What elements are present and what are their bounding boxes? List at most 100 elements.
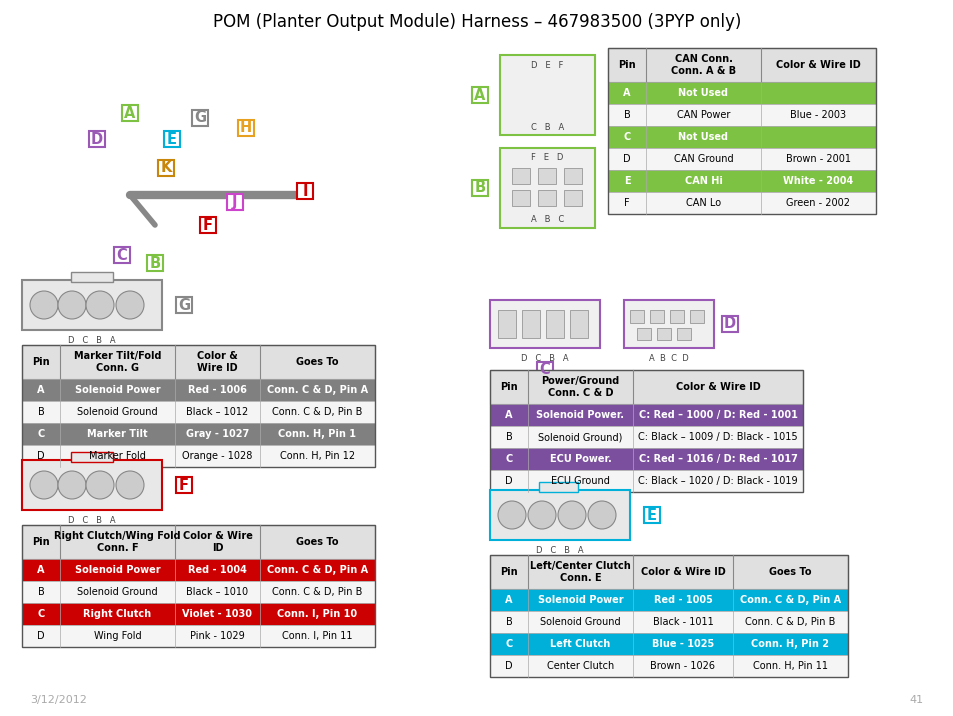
Bar [537, 362, 552, 378]
Bar [538, 482, 578, 492]
Circle shape [58, 291, 86, 319]
Text: D   C   B   A: D C B A [536, 546, 583, 555]
Text: 3/12/2012: 3/12/2012 [30, 695, 87, 705]
Text: A: A [474, 87, 485, 102]
Circle shape [86, 291, 113, 319]
Bar [649, 310, 663, 323]
Text: D   C   B   A: D C B A [520, 354, 568, 363]
Text: B: B [505, 617, 512, 627]
Circle shape [527, 501, 556, 529]
Bar [490, 448, 802, 470]
Text: D: D [723, 316, 736, 332]
Bar [490, 589, 847, 611]
Text: ECU Ground: ECU Ground [551, 476, 609, 486]
Text: Solenoid Power: Solenoid Power [537, 595, 622, 605]
Text: CAN Power: CAN Power [676, 110, 729, 120]
Text: Pink - 1029: Pink - 1029 [190, 631, 245, 641]
Text: C: C [505, 639, 512, 649]
Bar [22, 625, 375, 647]
Bar [569, 310, 587, 338]
Bar [490, 633, 847, 655]
Bar [537, 190, 556, 206]
Bar [22, 445, 375, 467]
Text: Blue - 2003: Blue - 2003 [790, 110, 845, 120]
Bar [499, 55, 595, 135]
Bar [22, 345, 375, 379]
Text: Conn. C & D, Pin A: Conn. C & D, Pin A [267, 565, 368, 575]
Bar [71, 452, 112, 462]
Text: C: Red – 1016 / D: Red - 1017: C: Red – 1016 / D: Red - 1017 [638, 454, 797, 464]
Text: Conn. H, Pin 2: Conn. H, Pin 2 [751, 639, 828, 649]
Text: Left Clutch: Left Clutch [550, 639, 610, 649]
Bar [472, 87, 487, 102]
Text: D: D [91, 132, 103, 147]
Text: Color & Wire ID: Color & Wire ID [675, 382, 760, 392]
Text: Goes To: Goes To [296, 537, 338, 547]
Bar [607, 148, 875, 170]
Text: Pin: Pin [499, 382, 517, 392]
Text: C: C [622, 132, 630, 142]
Bar [490, 426, 802, 448]
Bar [297, 183, 313, 199]
Text: C: C [37, 429, 45, 439]
Circle shape [558, 501, 585, 529]
Bar [537, 168, 556, 184]
Bar [176, 297, 192, 313]
Text: CAN Ground: CAN Ground [673, 154, 733, 164]
Text: Pin: Pin [618, 60, 635, 70]
Text: A: A [505, 410, 512, 420]
Text: Center Clutch: Center Clutch [546, 661, 614, 671]
Text: F: F [623, 198, 629, 208]
Text: F: F [179, 478, 189, 493]
Bar [607, 48, 875, 214]
Text: Color & Wire ID: Color & Wire ID [640, 567, 724, 577]
Bar [607, 82, 875, 104]
Text: Black – 1010: Black – 1010 [186, 587, 249, 597]
Text: D   C   B   A: D C B A [68, 336, 115, 345]
Text: D: D [622, 154, 630, 164]
Text: C: Black – 1009 / D: Black - 1015: C: Black – 1009 / D: Black - 1015 [638, 432, 797, 442]
Bar [193, 110, 208, 126]
Bar [689, 310, 703, 323]
Bar [607, 170, 875, 192]
Text: Not Used: Not Used [678, 88, 728, 98]
Bar [629, 310, 643, 323]
Text: G: G [193, 110, 206, 125]
Text: C: Black – 1020 / D: Black - 1019: C: Black – 1020 / D: Black - 1019 [638, 476, 797, 486]
Bar [22, 460, 162, 510]
Text: Conn. I, Pin 10: Conn. I, Pin 10 [277, 609, 357, 619]
Text: D: D [37, 451, 45, 461]
Text: Red - 1004: Red - 1004 [188, 565, 247, 575]
Text: Goes To: Goes To [768, 567, 811, 577]
Bar [497, 310, 516, 338]
Text: Gray - 1027: Gray - 1027 [186, 429, 249, 439]
Text: Left/Center Clutch
Conn. E: Left/Center Clutch Conn. E [530, 561, 630, 584]
Text: ECU Power.: ECU Power. [549, 454, 611, 464]
Text: C: Red – 1000 / D: Red - 1001: C: Red – 1000 / D: Red - 1001 [638, 410, 797, 420]
Bar [22, 401, 375, 423]
Bar [563, 190, 581, 206]
Text: B: B [623, 110, 630, 120]
Bar [22, 525, 375, 559]
Bar [114, 247, 130, 263]
Text: Brown - 2001: Brown - 2001 [785, 154, 850, 164]
Text: Solenoid Power: Solenoid Power [74, 565, 160, 575]
Text: Power/Ground
Conn. C & D: Power/Ground Conn. C & D [540, 376, 619, 398]
Bar [490, 300, 599, 348]
Text: Conn. H, Pin 1: Conn. H, Pin 1 [278, 429, 356, 439]
Text: Black - 1011: Black - 1011 [652, 617, 713, 627]
Circle shape [116, 291, 144, 319]
Bar [176, 478, 192, 493]
Text: A: A [37, 385, 45, 395]
Text: Solenoid Ground: Solenoid Ground [77, 407, 157, 417]
Text: Solenoid Ground: Solenoid Ground [77, 587, 157, 597]
Text: Red - 1005: Red - 1005 [653, 595, 712, 605]
Circle shape [497, 501, 525, 529]
Text: Conn. H, Pin 11: Conn. H, Pin 11 [752, 661, 827, 671]
Text: Right Clutch/Wing Fold
Conn. F: Right Clutch/Wing Fold Conn. F [54, 531, 181, 553]
Text: D: D [37, 631, 45, 641]
Bar [607, 104, 875, 126]
Text: CAN Hi: CAN Hi [684, 176, 721, 186]
Text: CAN Conn.
Conn. A & B: CAN Conn. Conn. A & B [670, 54, 736, 76]
Bar [643, 508, 659, 523]
